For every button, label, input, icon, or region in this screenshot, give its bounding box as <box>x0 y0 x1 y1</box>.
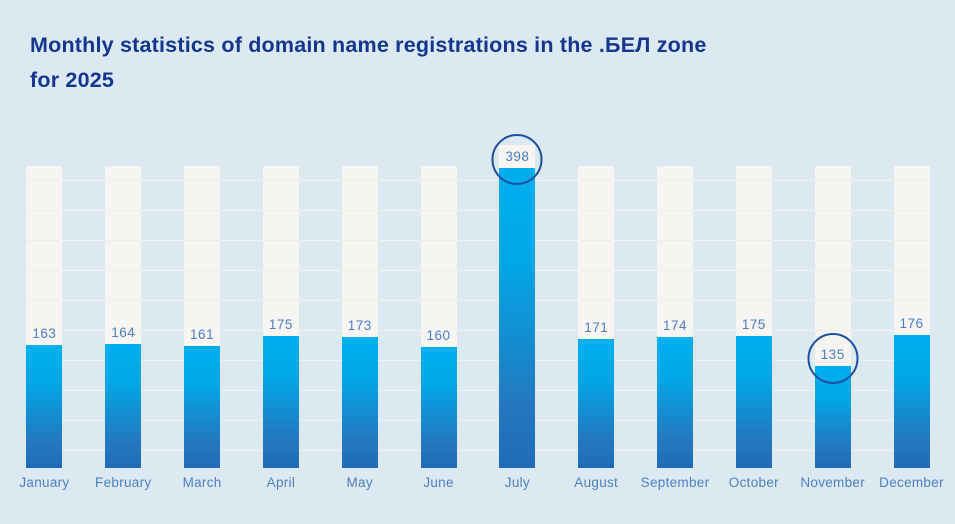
gridlines <box>28 180 929 451</box>
month-label: September <box>640 475 710 490</box>
bar-value-label: 161 <box>184 323 221 347</box>
bar[interactable] <box>184 346 221 468</box>
bar-column: 173 May <box>320 166 399 490</box>
month-label: July <box>504 475 530 490</box>
bar[interactable] <box>105 344 142 468</box>
bar-track: 163 <box>26 166 63 468</box>
month-label: May <box>346 475 373 490</box>
chart-title: Monthly statistics of domain name regist… <box>30 28 707 98</box>
bar-track: 160 <box>420 166 457 468</box>
month-label: December <box>879 475 944 490</box>
bar-column: 163 January <box>5 166 84 490</box>
bar-value-label: 176 <box>893 312 930 336</box>
bar-track: 175 <box>262 166 299 468</box>
bar-column: 175 April <box>241 166 320 490</box>
month-label: March <box>182 475 222 490</box>
bar-track: 173 <box>341 166 378 468</box>
bar-value-label: 163 <box>26 321 63 345</box>
bar-column: 135 November <box>793 166 872 490</box>
month-label: June <box>423 475 454 490</box>
bar[interactable] <box>26 344 63 468</box>
month-label: August <box>574 475 619 490</box>
bar-column: 175 October <box>714 166 793 490</box>
bar-column: 174 September <box>636 166 715 490</box>
bar-track: 171 <box>578 166 615 468</box>
bar-track: 174 <box>657 166 694 468</box>
bar[interactable] <box>420 347 457 468</box>
bar-track: 161 <box>184 166 221 468</box>
bar-column: 160 June <box>399 166 478 490</box>
bar[interactable] <box>499 167 536 468</box>
bar-track: 164 <box>105 166 142 468</box>
chart-title-line2: for 2025 <box>30 68 115 92</box>
bar-column: 164 February <box>84 166 163 490</box>
bar-track: 135 <box>807 166 859 468</box>
highlight-circle <box>807 332 859 384</box>
bar-value-label: 175 <box>262 312 299 336</box>
bar-column: 171 August <box>557 166 636 490</box>
bar[interactable] <box>735 335 772 468</box>
bar-value-label: 173 <box>341 314 378 338</box>
bar-value-label: 175 <box>735 312 772 336</box>
month-label: October <box>728 475 779 490</box>
month-label: November <box>800 475 866 490</box>
bar-column: 176 December <box>872 166 951 490</box>
bar-value-label: 160 <box>420 324 457 348</box>
bar[interactable] <box>341 337 378 468</box>
bar-track: 175 <box>735 166 772 468</box>
month-label: April <box>266 475 296 490</box>
month-label: February <box>95 475 152 490</box>
bar[interactable] <box>262 335 299 468</box>
bar-track: 176 <box>893 166 930 468</box>
bar-column: 398 July <box>478 134 557 490</box>
bar-track: 398 <box>491 134 543 468</box>
month-label: January <box>19 475 70 490</box>
chart-title-line1: Monthly statistics of domain name regist… <box>30 33 707 57</box>
bar[interactable] <box>578 338 615 468</box>
bar-value-label: 171 <box>578 315 615 339</box>
bar[interactable] <box>893 335 930 468</box>
bar-value-label: 174 <box>657 313 694 337</box>
bar[interactable] <box>657 336 694 468</box>
bar-column: 161 March <box>163 166 242 490</box>
bar-value-label: 164 <box>105 321 142 345</box>
highlight-circle <box>491 134 543 186</box>
bars-row: 163 January 164 February 161 March 175 April 173… <box>5 134 951 490</box>
